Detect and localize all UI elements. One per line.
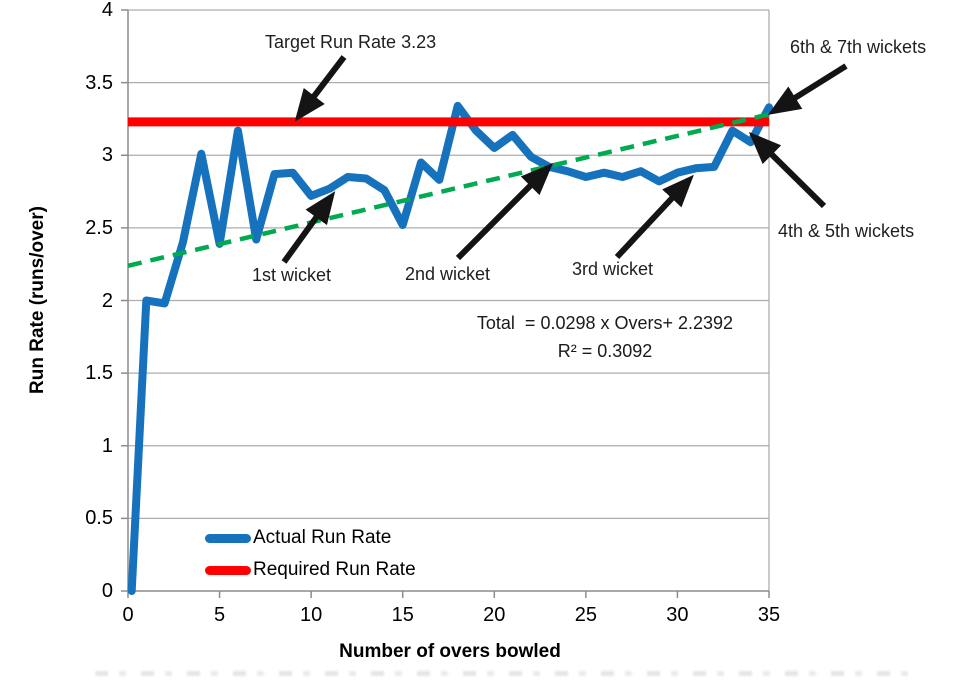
y-tick-label: 4	[101, 0, 113, 21]
x-tick-label: 15	[391, 604, 414, 626]
x-tick-label: 20	[483, 604, 506, 626]
page-artifact	[95, 671, 910, 676]
legend: Actual Run Rate Required Run Rate	[205, 522, 416, 586]
annotation-arrow	[767, 63, 848, 115]
x-tick-label: 25	[574, 604, 597, 626]
annotation-label: 6th & 7th wickets	[790, 37, 927, 57]
trendline-equation: Total = 0.0298 x Overs+ 2.2392 R² = 0.30…	[440, 310, 770, 366]
annotation-arrow	[748, 131, 827, 209]
y-tick-label: 0.5	[85, 507, 113, 530]
annotation-label: 4th & 5th wickets	[778, 221, 915, 241]
annotation-label: 2nd wicket	[405, 264, 491, 284]
y-tick-label: 1	[101, 434, 113, 457]
legend-item-actual: Actual Run Rate	[205, 522, 416, 554]
y-tick-label: 3.5	[85, 71, 113, 94]
x-tick-label: 35	[757, 604, 781, 626]
annotation-arrow	[614, 174, 694, 260]
x-tick-label: 5	[214, 604, 226, 626]
trendline-equation-r2: R² = 0.3092	[557, 340, 653, 361]
y-tick-label: 1.5	[85, 362, 113, 385]
legend-label: Required Run Rate	[253, 559, 416, 580]
actual-run-rate-swatch	[205, 533, 251, 543]
annotation-arrow	[281, 191, 336, 264]
x-tick-label: 10	[300, 604, 323, 626]
x-tick-label: 30	[666, 604, 689, 626]
annotation-arrow	[294, 55, 347, 122]
y-tick-label: 0	[101, 580, 113, 602]
y-tick-label: 2.5	[85, 216, 113, 239]
legend-label: Actual Run Rate	[253, 527, 392, 548]
y-axis-title: Run Rate (runs/over)	[27, 206, 48, 394]
trendline	[127, 112, 770, 268]
annotation-label: 1st wicket	[252, 265, 332, 285]
trendline-equation-line1: Total = 0.0298 x Overs+ 2.2392	[476, 313, 734, 333]
x-tick-label: 0	[122, 604, 134, 626]
annotation-label: Target Run Rate 3.23	[265, 32, 437, 52]
required-run-rate-swatch	[205, 565, 251, 575]
y-tick-label: 3	[101, 144, 113, 167]
annotation-label: 3rd wicket	[572, 259, 654, 279]
legend-item-required: Required Run Rate	[205, 554, 416, 586]
x-axis-title: Number of overs bowled	[339, 641, 561, 662]
annotation-arrow	[455, 162, 554, 261]
y-tick-label: 2	[101, 289, 113, 312]
